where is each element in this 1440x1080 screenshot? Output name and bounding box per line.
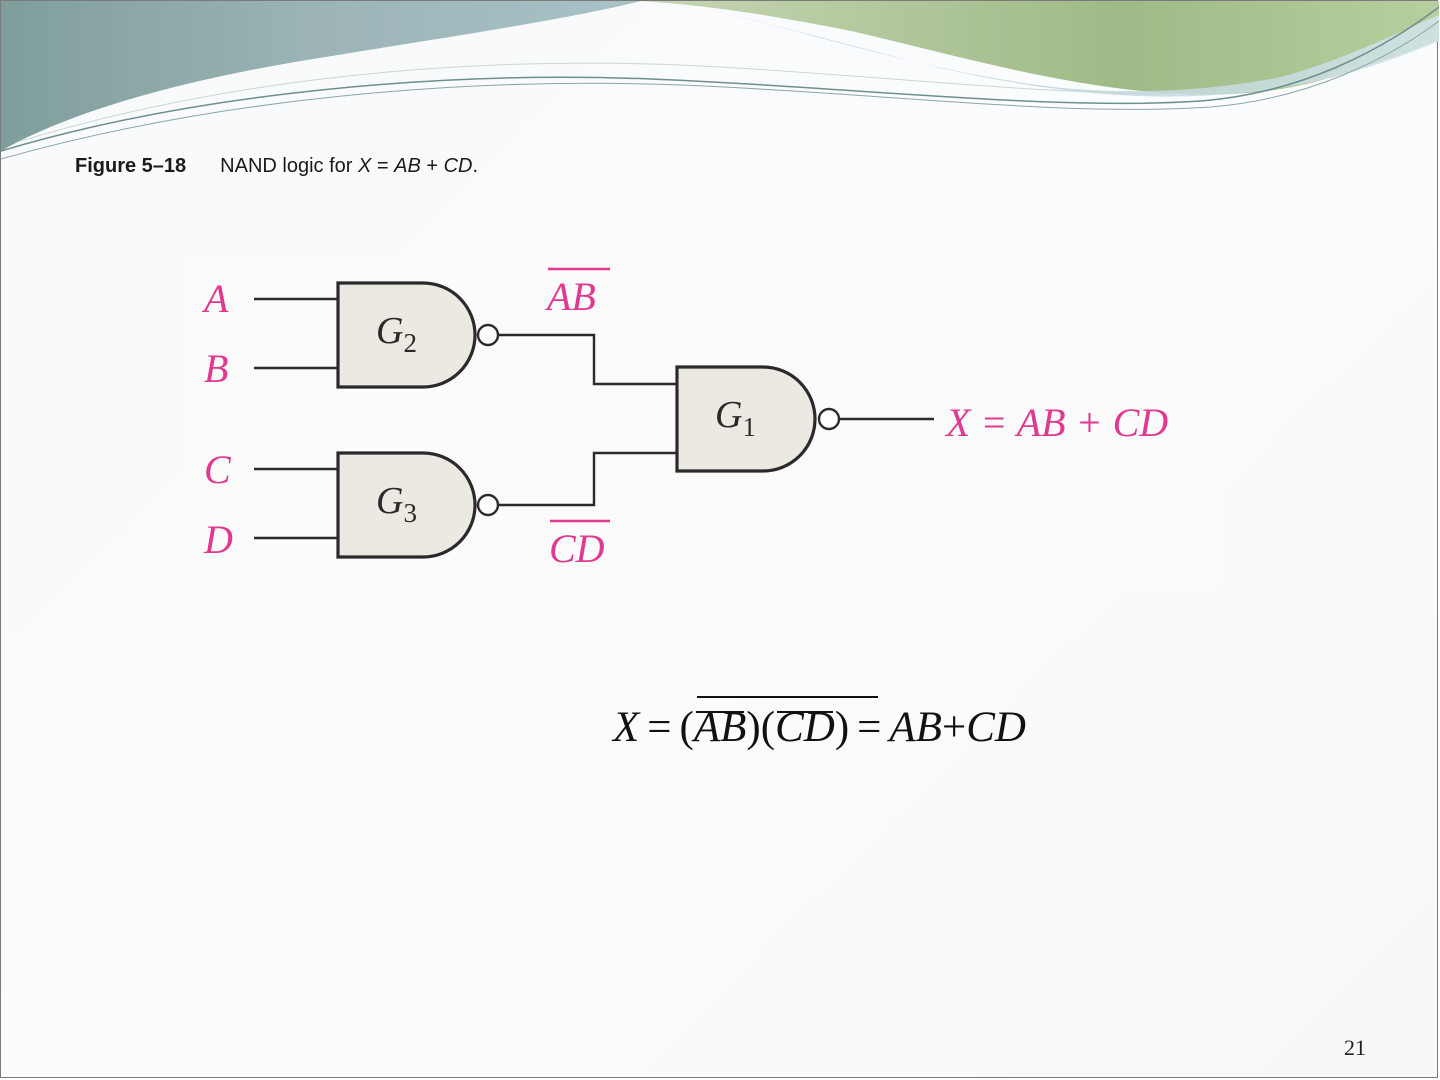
eq-plus: +: [941, 704, 967, 751]
figure-number: Figure 5–18: [75, 155, 187, 177]
page-number: 21: [1344, 1035, 1366, 1060]
gate-g1-bubble: [817, 407, 841, 431]
eq-term-ab: AB: [693, 704, 747, 751]
caption-plus: +: [420, 155, 444, 177]
wire-g3-to-g1: [498, 451, 677, 507]
equation-line: X = (AB)(CD) = AB+CD: [613, 703, 1026, 752]
caption-cd: CD: [443, 155, 473, 177]
input-label-d: D: [203, 517, 233, 562]
eq-equals: =: [647, 704, 672, 751]
input-label-a: A: [201, 276, 229, 321]
eq-lhs: X: [613, 704, 640, 751]
nand-logic-diagram: G2 G3 G1 A B C D AB CD X = AB + CD: [201, 267, 1168, 571]
gate-g1-body: [675, 365, 817, 473]
figure-caption: Figure 5–18 NAND logic for X = AB + CD.: [75, 155, 478, 178]
gate-g2-bubble: [476, 323, 500, 347]
logic-diagram-panel: G2 G3 G1 A B C D AB CD X = AB + CD: [188, 257, 1220, 587]
caption-ab: AB: [394, 155, 421, 177]
gate-g2-body: [336, 281, 477, 389]
gate-g1-label: G1: [715, 394, 756, 442]
gate-g3-label: G3: [376, 480, 417, 528]
caption-equals: =: [371, 155, 395, 177]
outer-overbar: [697, 696, 878, 698]
eq-cd: CD: [966, 704, 1026, 751]
eq-open-paren-1: (: [679, 704, 694, 751]
gate-g3-bubble: [476, 493, 500, 517]
wire-g2-to-g1: [498, 333, 677, 386]
eq-close-paren-2: ): [834, 704, 850, 751]
eq-term-cd: CD: [775, 704, 835, 751]
input-label-c: C: [204, 447, 232, 492]
output-label: X = AB + CD: [944, 400, 1168, 445]
caption-text: NAND logic for: [220, 155, 358, 177]
gate-g3-body: [336, 451, 477, 559]
eq-close-paren-1: ): [746, 704, 761, 751]
intermediate-label-cd: CD: [549, 526, 605, 571]
input-label-b: B: [204, 346, 228, 391]
caption-x: X: [357, 155, 372, 177]
eq-open-paren-2: (: [760, 704, 776, 751]
caption-period: .: [472, 155, 479, 177]
intermediate-label-ab: AB: [544, 274, 596, 319]
gate-g2-label: G2: [376, 310, 417, 358]
eq-equals-2: =: [857, 704, 882, 751]
eq-ab: AB: [889, 704, 942, 751]
wires: [254, 297, 934, 540]
header-wave-decoration: [1, 1, 1439, 160]
